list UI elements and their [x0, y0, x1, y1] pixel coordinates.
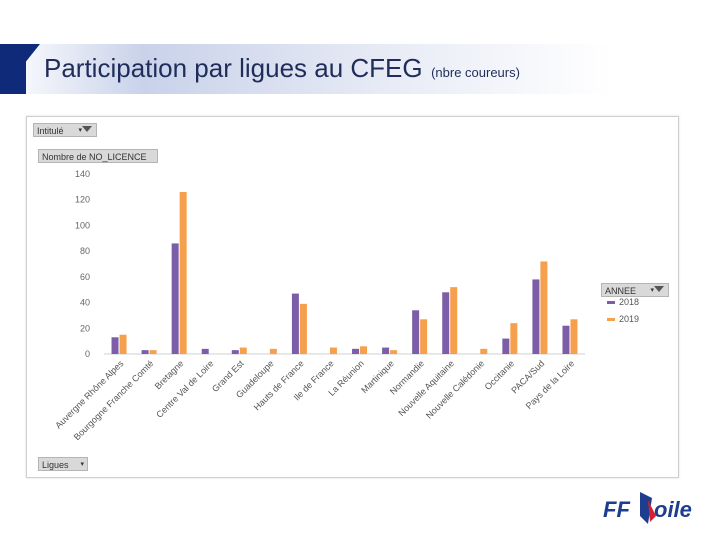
bar-2019-6	[299, 303, 307, 354]
bar-2018-13	[502, 338, 510, 354]
pivot-chart[interactable]: Intitulé ▾ Nombre de NO_LICENCE Ligues ▾…	[26, 116, 679, 478]
y-tick-label: 60	[80, 272, 90, 282]
slide-title-main: Participation par ligues au CFEG	[44, 53, 423, 83]
measure-field-label: Nombre de NO_LICENCE	[42, 152, 147, 162]
bar-2018-15	[562, 325, 570, 354]
bar-2019-5	[269, 348, 277, 354]
title-accent-slant	[0, 44, 40, 94]
bar-2018-4	[231, 350, 239, 354]
bar-2019-12	[480, 348, 488, 354]
y-tick-label: 20	[80, 323, 90, 333]
filter-funnel-icon	[82, 126, 92, 132]
y-tick-label: 120	[75, 195, 90, 205]
bar-2018-2	[171, 243, 179, 354]
bar-2019-9	[390, 350, 398, 354]
axis-field-button[interactable]: Ligues ▾	[38, 457, 88, 471]
dropdown-arrow-icon: ▾	[80, 461, 84, 468]
dropdown-arrow-icon: ▾	[650, 287, 654, 294]
bar-2018-10	[412, 310, 420, 354]
logo-voile-text: oile	[654, 497, 692, 522]
intitule-filter-button[interactable]: Intitulé ▾	[33, 123, 97, 137]
legend-field-button[interactable]: ANNEE ▾	[601, 283, 669, 297]
bar-2018-9	[382, 347, 390, 354]
bar-2019-13	[510, 323, 518, 354]
bar-2019-14	[540, 261, 548, 354]
x-category-label: Centre Val de Loire	[154, 358, 215, 419]
bar-2019-2	[179, 192, 187, 354]
bar-2019-1	[149, 350, 157, 354]
bar-2019-4	[239, 347, 247, 354]
bar-2018-11	[442, 292, 450, 354]
bar-2019-10	[420, 319, 428, 354]
legend-label: 2019	[619, 314, 639, 324]
legend-label: 2018	[619, 297, 639, 307]
legend-swatch-2018	[607, 301, 615, 304]
bar-2019-11	[450, 287, 458, 354]
bar-2018-1	[141, 350, 149, 354]
bar-2019-8	[360, 346, 368, 354]
logo-sail-icon	[640, 492, 652, 524]
y-tick-label: 40	[80, 298, 90, 308]
ffvoile-logo: FF oile	[600, 486, 704, 530]
bar-2018-14	[532, 279, 540, 354]
x-category-label: Nouvelle Calédonie	[424, 358, 486, 420]
y-tick-label: 0	[85, 349, 90, 359]
y-tick-label: 100	[75, 220, 90, 230]
bar-2019-7	[329, 347, 337, 354]
logo-sail-accent-icon	[648, 500, 656, 522]
bar-2019-0	[119, 334, 127, 354]
y-tick-label: 80	[80, 246, 90, 256]
bar-2018-6	[291, 293, 299, 354]
measure-field-button[interactable]: Nombre de NO_LICENCE	[38, 149, 158, 163]
x-category-label: Nouvelle Aquitaine	[396, 358, 456, 418]
axis-field-label: Ligues	[42, 460, 69, 470]
y-tick-label: 140	[75, 169, 90, 179]
filter-funnel-icon	[654, 286, 664, 292]
bar-2018-3	[201, 348, 209, 354]
dropdown-arrow-icon: ▾	[78, 127, 82, 134]
bar-2018-0	[111, 337, 119, 354]
intitule-filter-label: Intitulé	[37, 126, 64, 136]
bar-2018-8	[352, 348, 360, 354]
bar-2019-15	[570, 319, 578, 354]
legend-field-label: ANNEE	[605, 286, 637, 296]
legend-swatch-2019	[607, 318, 615, 321]
slide-title-sub: (nbre coureurs)	[431, 65, 520, 80]
logo-ff-text: FF	[603, 497, 630, 522]
title-band	[0, 44, 720, 94]
slide-title: Participation par ligues au CFEG (nbre c…	[44, 53, 520, 84]
